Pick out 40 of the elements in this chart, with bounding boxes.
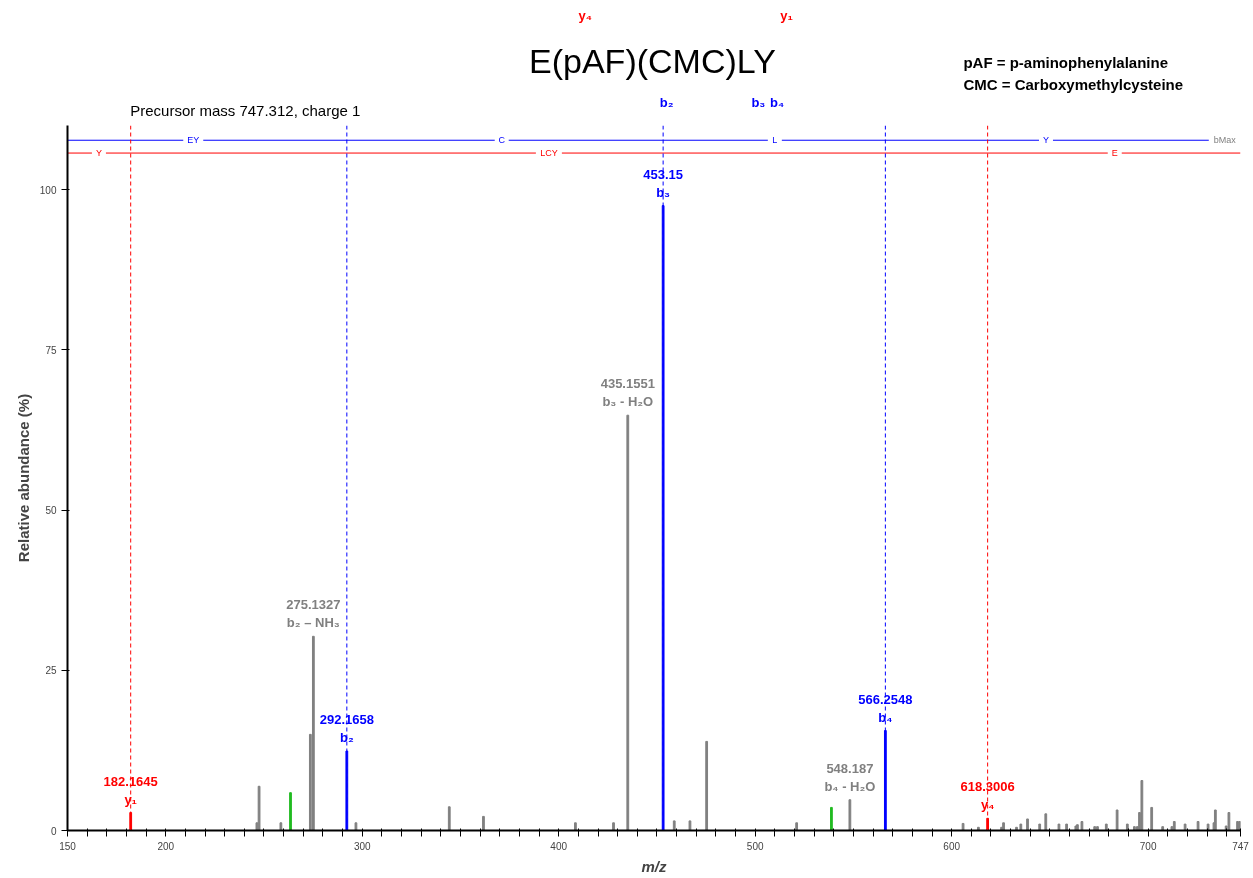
x-tick-label: 300 (353, 840, 371, 852)
x-tick-label: 150 (59, 840, 77, 852)
annotation: Y (95, 148, 102, 159)
annotation: EY (187, 135, 200, 146)
text: b₄ (770, 95, 785, 110)
y-tick-label: 75 (45, 344, 57, 356)
annotation: 618.3006 y₄ (960, 779, 1015, 813)
chart-subtitle: Precursor mass 747.312, charge 1 (130, 102, 361, 119)
annotation: 275.1327 b₂ – NH₃ (286, 597, 341, 631)
annotation: L (772, 135, 778, 146)
annotation: C (498, 135, 506, 146)
y-tick-label: 50 (45, 505, 57, 517)
annotation: 453.15 b₃ (643, 166, 684, 200)
y-axis-title: Relative abundance (%) (14, 393, 32, 563)
annotation: 435.1551 b₃ - H₂O (600, 376, 655, 410)
text: CMC = Carboxymethylcysteine (963, 76, 1184, 93)
annotation: 182.1645 y₁ (103, 773, 158, 807)
x-tick-label: 500 (746, 840, 764, 852)
text: b₃ (751, 95, 766, 110)
y-tick-label: 0 (50, 825, 57, 837)
annotation: E (1111, 148, 1118, 159)
annotation: Y (1042, 135, 1049, 146)
annotation: 566.2548 b₄ (858, 691, 913, 725)
text: y₄ (578, 8, 592, 23)
x-axis-title: m/z (641, 857, 667, 875)
x-tick-label: 747 (1232, 840, 1250, 852)
x-tick-label: 600 (943, 840, 961, 852)
y-tick-label: 100 (39, 184, 57, 196)
text: b₂ (659, 95, 674, 110)
text: y₁ (780, 8, 793, 23)
annotation: 548.187 b₄ - H₂O (824, 760, 876, 794)
text: pAF = p-aminophenylalanine (963, 54, 1169, 71)
x-tick-label: 400 (550, 840, 568, 852)
x-tick-label: 200 (157, 840, 175, 852)
y-tick-label: 25 (45, 665, 57, 677)
x-tick-label: 700 (1139, 840, 1157, 852)
annotation: 292.1658 b₂ (319, 712, 374, 746)
annotation: bMax (1213, 135, 1237, 146)
annotation: LCY (540, 148, 558, 159)
chart-title: E(pAF)(CMC)LY (529, 41, 776, 80)
